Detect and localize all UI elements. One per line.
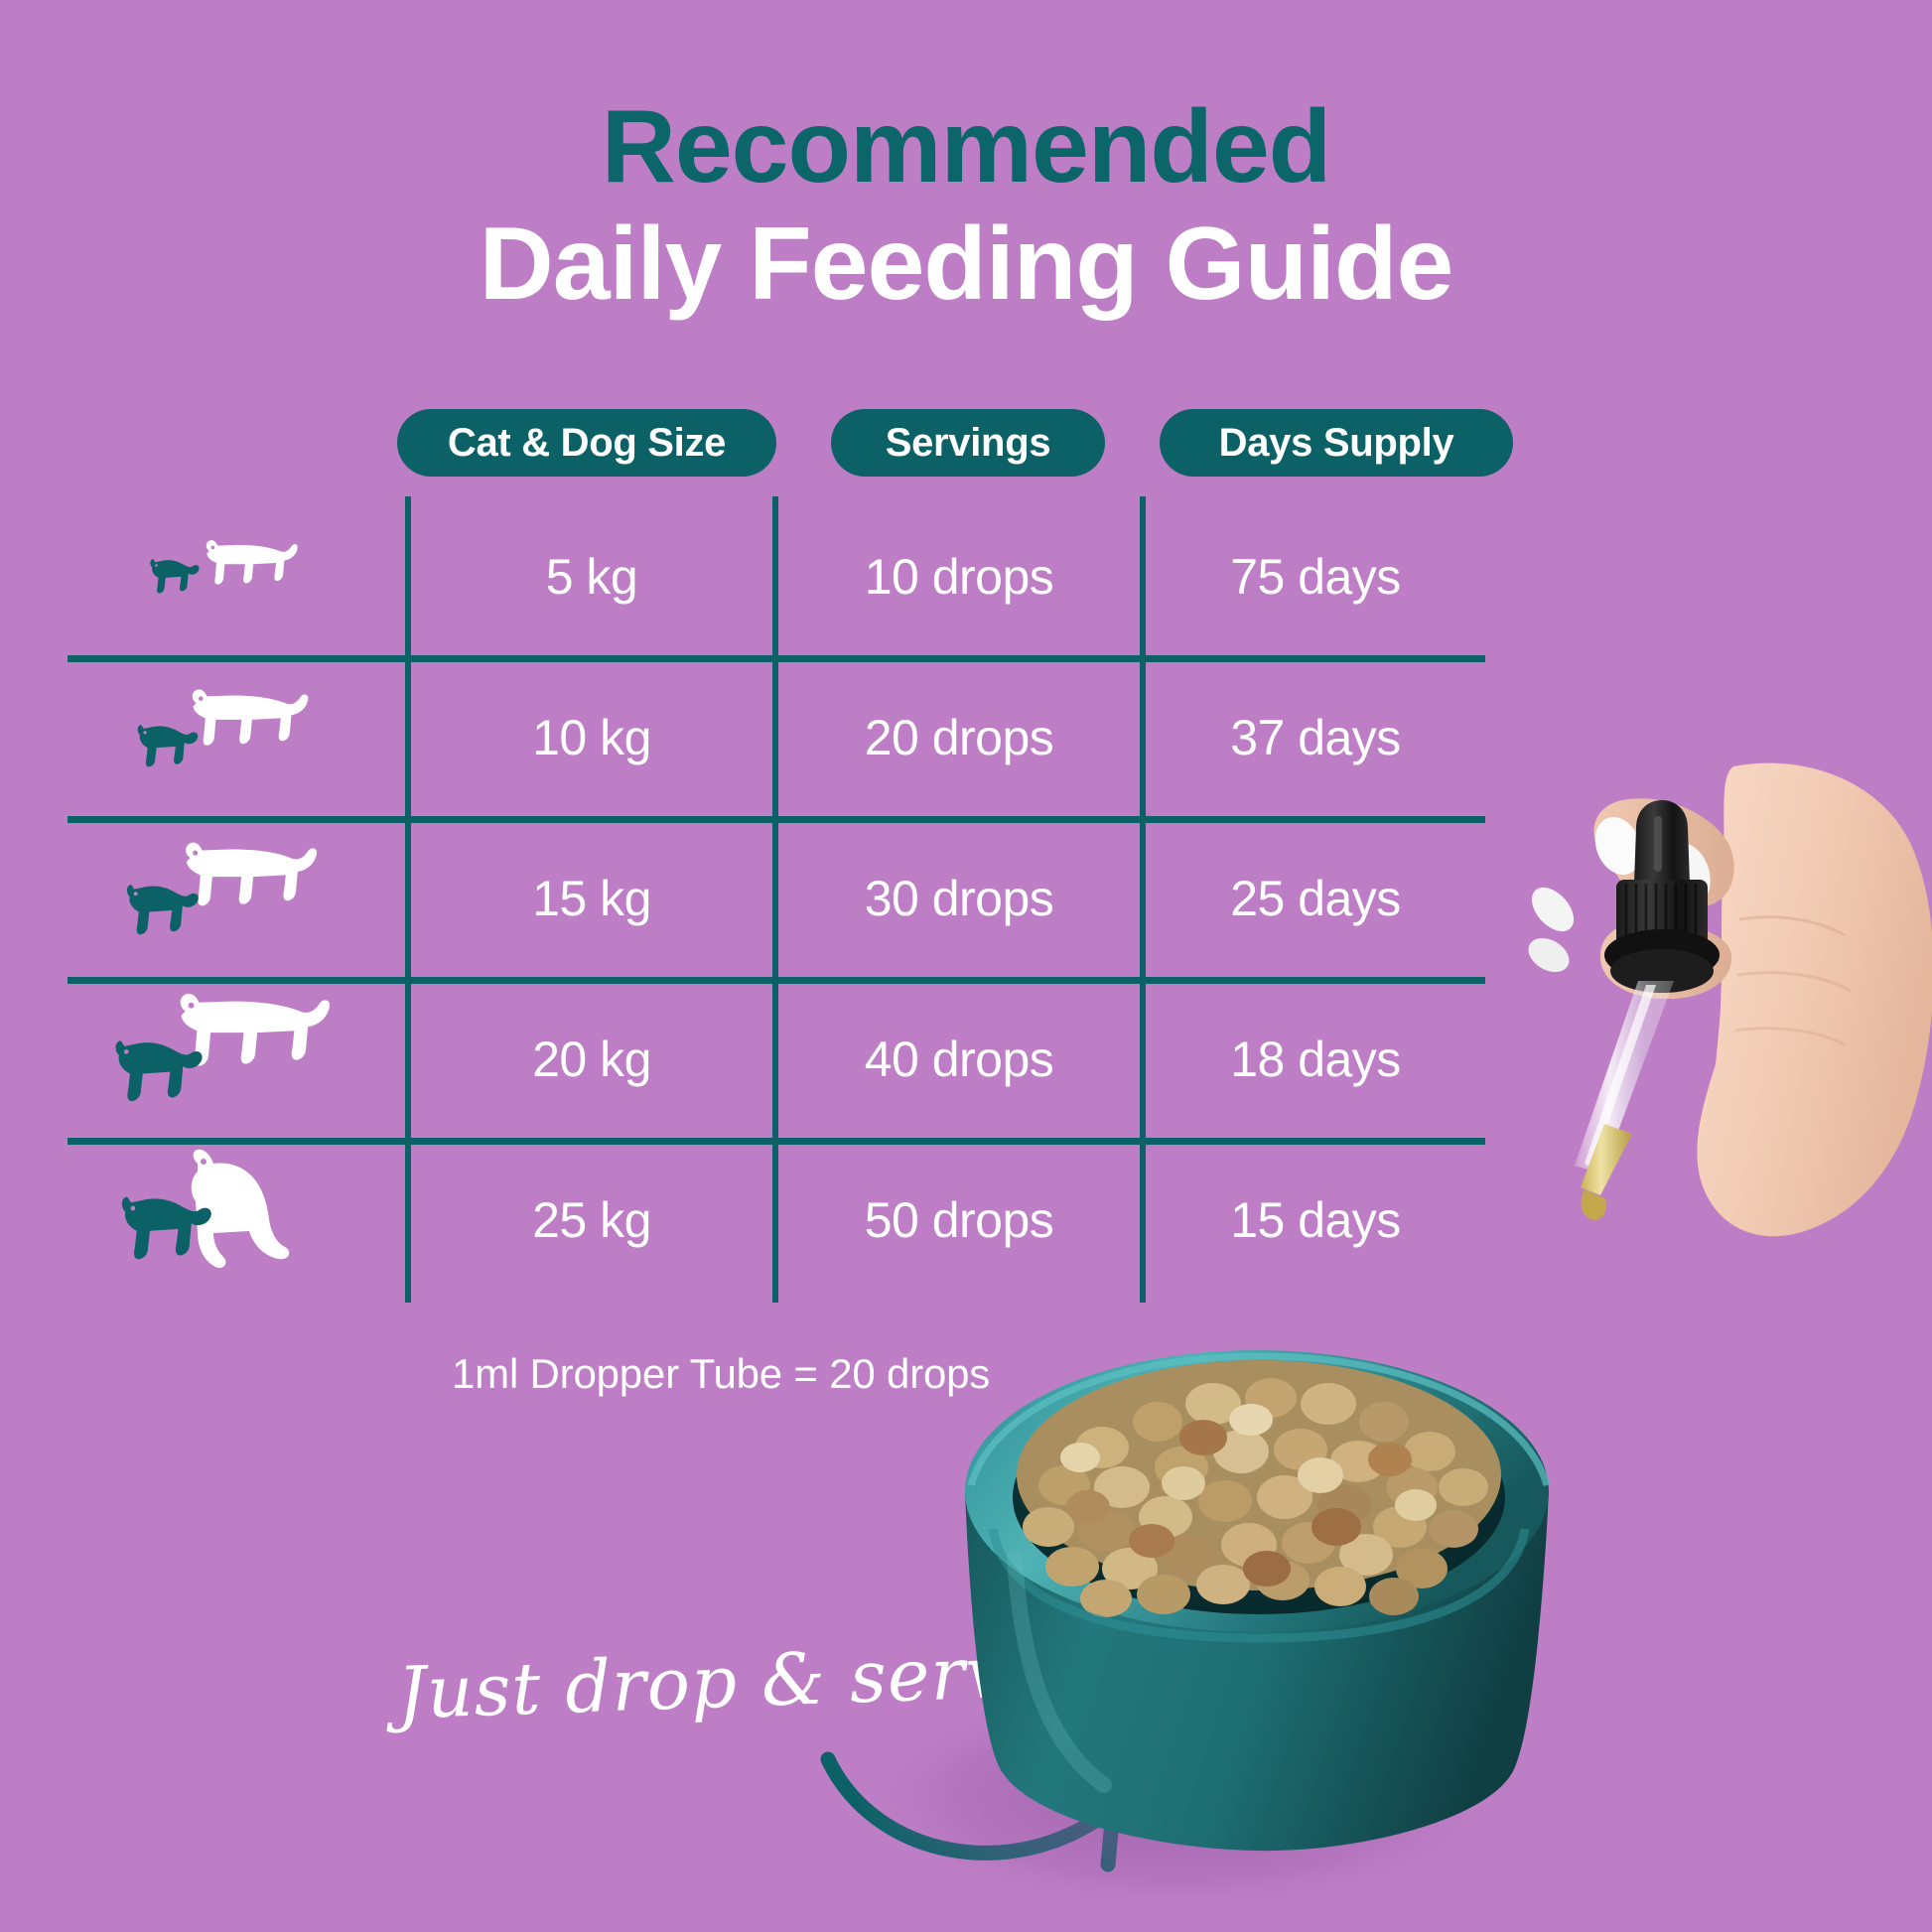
cell-servings: 30 drops [864,871,1054,926]
cell-servings: 40 drops [864,1032,1054,1087]
feeding-table: 5 kg 10 drops 75 days [68,496,1485,1303]
column-header-days-supply: Days Supply [1160,409,1513,477]
table-row: 20 kg 40 drops 18 days [68,979,1485,1140]
cat-and-dog-md-icon [68,818,405,979]
cell-days: 25 days [1230,871,1401,926]
cell-servings: 10 drops [864,549,1054,605]
table-row: 10 kg 20 drops 37 days [68,657,1485,818]
cell-size: 10 kg [532,710,651,765]
cat-and-dog-xs-icon [68,496,405,657]
cell-size: 20 kg [532,1032,651,1087]
cell-days: 37 days [1230,710,1401,765]
table-vertical-divider-1 [405,496,411,1303]
cat-and-dog-sm-icon [68,657,405,818]
cell-size: 5 kg [545,549,638,605]
table-row: 15 kg 30 drops 25 days [68,818,1485,979]
column-header-cat-dog-size: Cat & Dog Size [397,409,776,477]
cell-days: 18 days [1230,1032,1401,1087]
cell-days: 15 days [1230,1192,1401,1248]
table-row: 25 kg 50 drops 15 days [68,1140,1485,1301]
table-horizontal-divider-2 [68,816,1485,823]
table-row: 5 kg 10 drops 75 days [68,496,1485,657]
table-horizontal-divider-4 [68,1138,1485,1145]
cell-size: 25 kg [532,1192,651,1248]
table-vertical-divider-2 [772,496,778,1303]
page-title: Recommended Daily Feeding Guide [0,95,1932,316]
cell-servings: 20 drops [864,710,1054,765]
column-header-servings: Servings [831,409,1105,477]
title-line-1: Recommended [601,89,1332,205]
hand-holding-dropper-photo [1489,725,1932,1261]
cell-servings: 50 drops [864,1192,1054,1248]
table-header-row: Cat & Dog Size Servings Days Supply [397,409,1549,477]
dropper-conversion-note: 1ml Dropper Tube = 20 drops [452,1350,991,1397]
cell-size: 15 kg [532,871,651,926]
teal-bowl-with-kibble-photo [854,1281,1688,1932]
table-horizontal-divider-1 [68,655,1485,662]
table-horizontal-divider-3 [68,977,1485,984]
title-line-2: Daily Feeding Guide [479,207,1454,322]
cell-days: 75 days [1230,549,1401,605]
cat-and-dog-lg-icon [68,979,405,1140]
cat-and-dog-xl-icon [68,1140,405,1301]
table-vertical-divider-3 [1140,496,1146,1303]
